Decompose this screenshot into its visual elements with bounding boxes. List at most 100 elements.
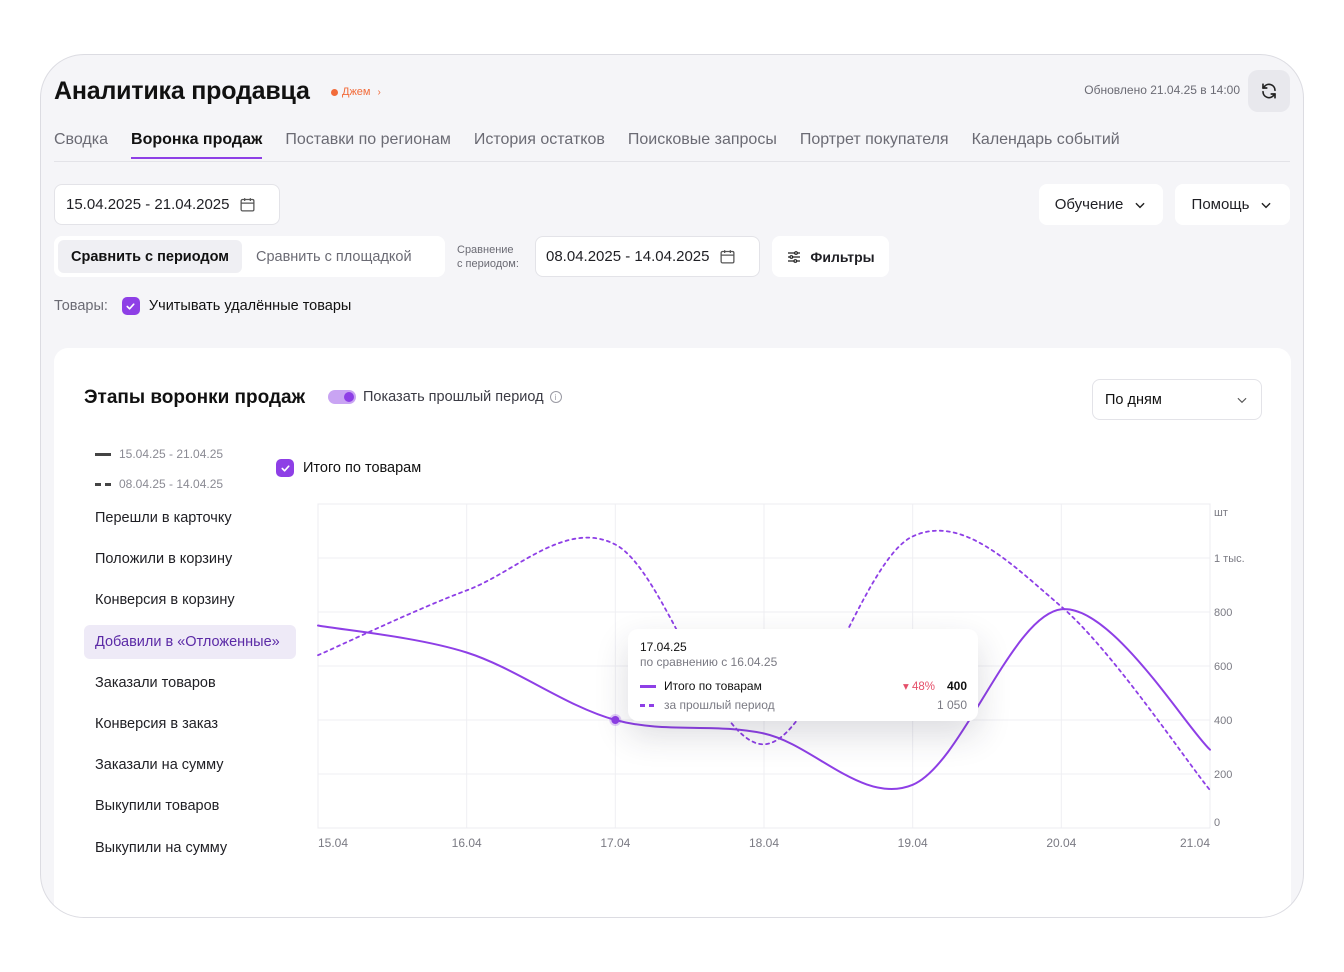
analytics-window: Аналитика продавца Джем › Обновлено 21.0… [40, 54, 1304, 918]
y-tick-label: 200 [1214, 769, 1232, 781]
filters-button[interactable]: Фильтры [772, 236, 889, 277]
goods-label: Товары: [54, 298, 108, 314]
updated-timestamp: Обновлено 21.04.25 в 14:00 [1084, 83, 1240, 97]
stage-ordered-amount[interactable]: Заказали на сумму [95, 757, 224, 774]
chevron-down-icon [1237, 397, 1247, 403]
x-tick-label: 15.04 [318, 836, 348, 850]
learn-label: Обучение [1054, 196, 1124, 213]
granularity-select[interactable]: По дням [1092, 379, 1262, 420]
stage-ordered-items[interactable]: Заказали товаров [95, 674, 216, 691]
x-tick-label: 17.04 [600, 836, 630, 850]
tabs-bar: Сводка Воронка продаж Поставки по регион… [54, 131, 1120, 159]
deleted-goods-checkbox[interactable] [121, 297, 140, 315]
tabs-divider [54, 161, 1290, 162]
date-range-value: 15.04.2025 - 21.04.2025 [66, 196, 230, 213]
legend-prev: 08.04.25 - 14.04.25 [95, 477, 223, 491]
y-tick-label: 0 [1214, 817, 1220, 829]
calendar-icon [240, 198, 255, 212]
chevron-down-icon [1261, 202, 1272, 208]
legend-prev-label: 08.04.25 - 14.04.25 [119, 477, 224, 491]
series-line-current [317, 608, 1211, 791]
highlight-marker [611, 716, 620, 724]
stage-bought-amount[interactable]: Выкупили на сумму [95, 839, 228, 856]
refresh-button[interactable] [1248, 70, 1290, 112]
deleted-goods-label: Учитывать удалённые товары [148, 298, 352, 314]
series-line-previous [317, 529, 1211, 792]
page-title: Аналитика продавца [54, 77, 310, 105]
tab-sales-funnel[interactable]: Воронка продаж [131, 131, 263, 159]
chevron-right-icon: › [377, 86, 381, 98]
stage-added-to-cart[interactable]: Положили в корзину [95, 551, 233, 568]
x-tick-label: 19.04 [898, 836, 928, 850]
legend-solid-swatch [95, 452, 111, 456]
stage-cart-conversion[interactable]: Конверсия в корзину [95, 592, 235, 609]
date-range-picker[interactable]: 15.04.2025 - 21.04.2025 [54, 184, 280, 225]
help-dropdown[interactable]: Помощь [1175, 184, 1290, 225]
chart-tooltip: 17.04.25 по сравнению с 16.04.25 Итого п… [628, 629, 978, 721]
tooltip-date: 17.04.25 [640, 640, 687, 654]
tooltip-row1-change: ▾ 48% [903, 681, 935, 693]
total-checkbox[interactable] [276, 459, 294, 477]
x-tick-label: 20.04 [1046, 836, 1076, 850]
legend-dashed-swatch [95, 482, 111, 486]
tab-stock-history[interactable]: История остатков [473, 131, 605, 148]
show-prev-toggle[interactable] [328, 390, 356, 404]
show-prev-label: Показать прошлый период i [363, 389, 562, 405]
x-tick-label: 16.04 [452, 836, 482, 850]
calendar-icon [720, 250, 735, 264]
check-icon [280, 464, 290, 472]
y-unit-label: шт [1214, 507, 1228, 519]
goods-options: Товары: Учитывать удалённые товары [54, 297, 351, 315]
shop-status-dot [331, 88, 338, 96]
tooltip-row1-value: 400 [946, 679, 967, 693]
learn-dropdown[interactable]: Обучение [1039, 184, 1163, 225]
tooltip-dashed-swatch [640, 703, 656, 707]
show-prev-text: Показать прошлый период [363, 389, 544, 405]
y-tick-label: 800 [1214, 607, 1232, 619]
compare-label-line2: с периодом: [457, 258, 519, 270]
tooltip-row1-name: Итого по товарам [664, 679, 762, 693]
toggle-knob [344, 392, 354, 402]
granularity-value: По дням [1105, 391, 1162, 408]
tooltip-row2-value: 1 050 [936, 698, 967, 712]
tooltip-row-current: Итого по товарам ▾ 48% 400 [640, 679, 967, 693]
stage-bought-items[interactable]: Выкупили товаров [95, 798, 220, 815]
info-icon[interactable]: i [549, 391, 562, 403]
tab-search-queries[interactable]: Поисковые запросы [627, 131, 777, 148]
tooltip-subtitle: по сравнению с 16.04.25 [640, 655, 778, 669]
y-tick-label: 400 [1214, 715, 1232, 727]
x-tick-label: 18.04 [749, 836, 779, 850]
compare-mode-switch: Сравнить с периодом Сравнить с площадкой [54, 236, 445, 277]
compare-label: Сравнение с периодом: [457, 243, 519, 271]
shop-selector[interactable]: Джем › [331, 86, 381, 98]
funnel-stage-list: Перешли в карточку Положили в корзину Ко… [84, 501, 296, 872]
panel-title: Этапы воронки продаж [84, 387, 306, 408]
funnel-panel: 0 200 400 600 800 1 тыс. шт 15.04 16.04 17.04 18.0… [54, 348, 1291, 917]
x-tick-label: 21.04 [1180, 836, 1210, 850]
stage-card-visits[interactable]: Перешли в карточку [95, 510, 232, 526]
refresh-icon [1262, 83, 1276, 99]
tab-events-calendar[interactable]: Календарь событий [971, 131, 1120, 148]
total-toggle: Итого по товарам [276, 459, 421, 477]
shop-name: Джем [342, 86, 371, 98]
stage-added-to-wishlist[interactable]: Добавили в «Отложенные» [84, 624, 296, 659]
tab-buyer-portrait[interactable]: Портрет покупателя [799, 131, 949, 148]
legend-current: 15.04.25 - 21.04.25 [95, 447, 223, 461]
help-label: Помощь [1191, 196, 1250, 213]
compare-range-value: 08.04.2025 - 14.04.2025 [546, 248, 710, 265]
check-icon [126, 302, 135, 310]
tooltip-row-prev: за прошлый период 1 050 [640, 698, 967, 712]
y-tick-label: 600 [1214, 661, 1232, 673]
legend-current-label: 15.04.25 - 21.04.25 [119, 447, 224, 461]
tab-summary[interactable]: Сводка [54, 131, 109, 148]
filters-label: Фильтры [810, 248, 875, 265]
compare-date-picker[interactable]: 08.04.2025 - 14.04.2025 [535, 236, 760, 277]
compare-period-button[interactable]: Сравнить с периодом [58, 240, 242, 273]
stage-order-conversion[interactable]: Конверсия в заказ [95, 715, 219, 732]
tab-regional-supplies[interactable]: Поставки по регионам [285, 131, 451, 148]
compare-platform-button[interactable]: Сравнить с площадкой [256, 248, 412, 265]
total-checkbox-label: Итого по товарам [303, 460, 422, 476]
compare-label-line1: Сравнение [457, 244, 514, 256]
tooltip-solid-swatch [640, 684, 656, 688]
sliders-icon [788, 250, 801, 263]
